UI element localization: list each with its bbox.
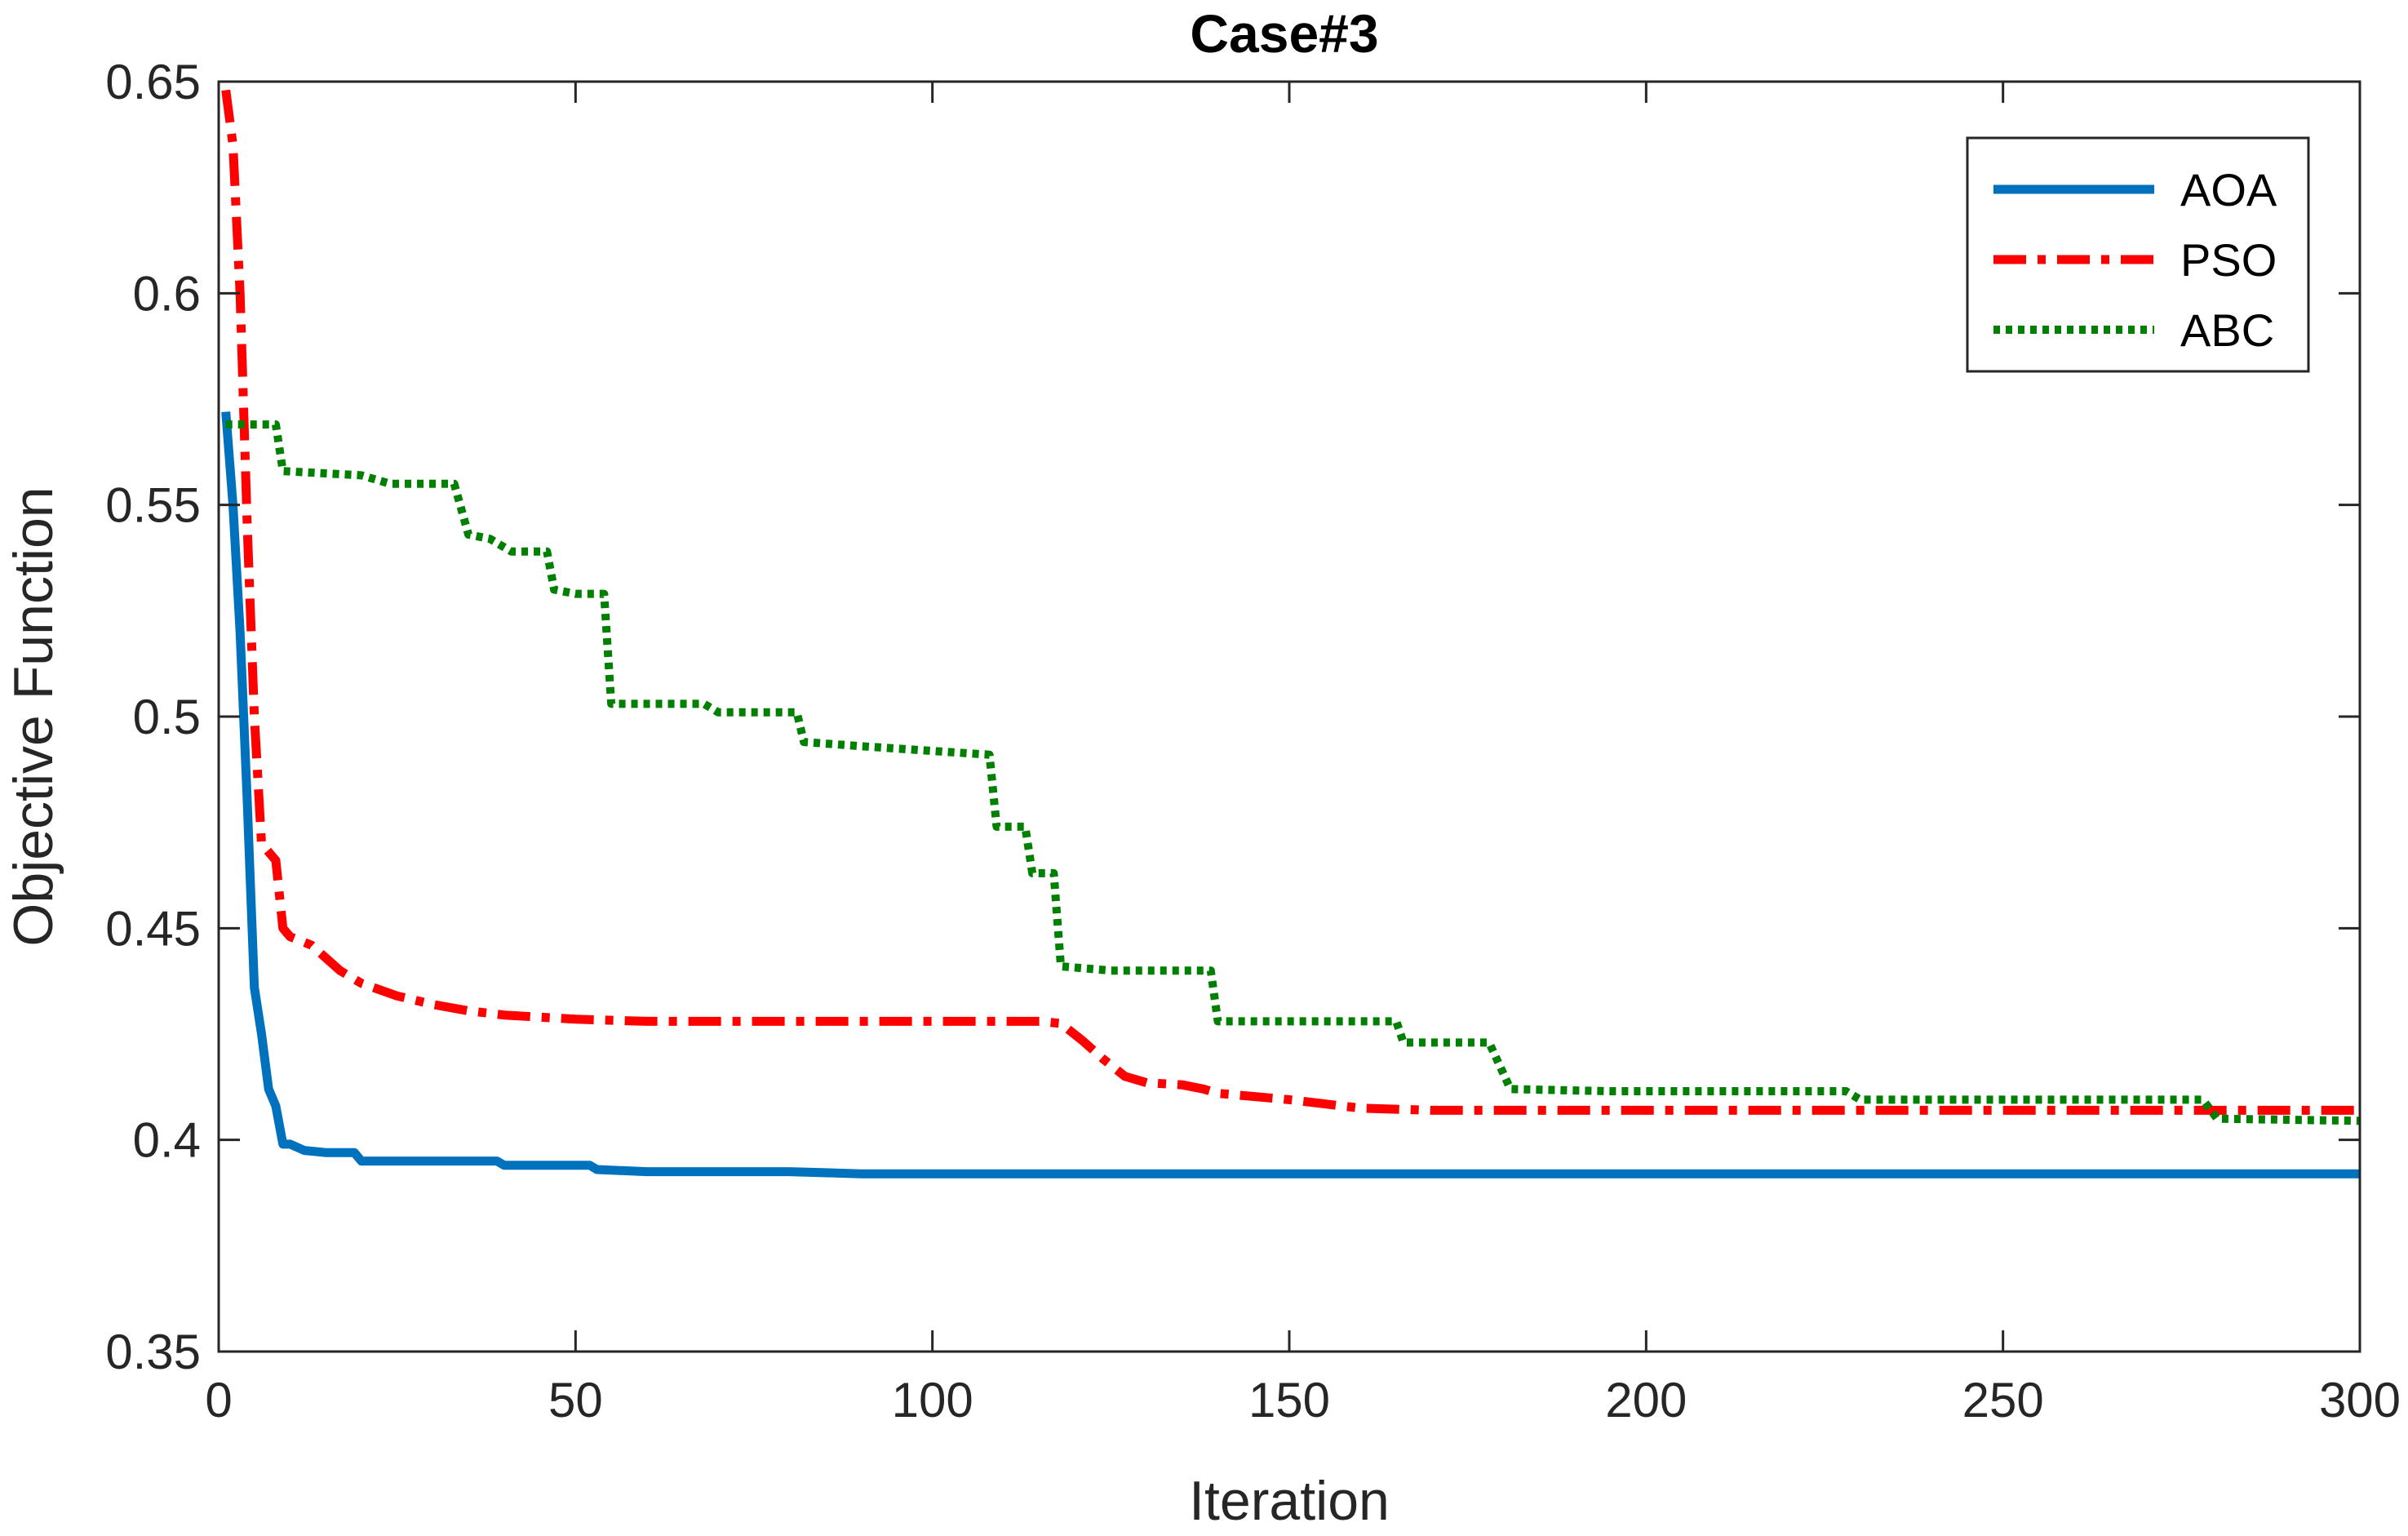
x-tick-label: 250: [1962, 1373, 2044, 1427]
x-tick-label: 300: [2319, 1373, 2401, 1427]
series-line-aoa: [221, 411, 2360, 1179]
x-tick-label: 200: [1605, 1373, 1687, 1427]
series-line-abc: [225, 420, 2361, 1125]
legend-box: [1966, 136, 2310, 373]
tick-layer: 0 50 100 150 200 250 300 0.35 0.4 0.45 0.5 0.55 0.6 0…: [105, 55, 2401, 1427]
y-tick-label: 0.6: [133, 266, 201, 321]
plot-frame: [217, 80, 2361, 1353]
y-tick-label: 0.65: [105, 55, 201, 109]
y-tick-label: 0.5: [133, 690, 201, 744]
legend-label-pso: PSO: [2180, 234, 2277, 286]
y-tick-label: 0.35: [105, 1325, 201, 1379]
legend-label-aoa: AOA: [2180, 164, 2277, 215]
chart-title: Case#3: [1190, 3, 1378, 64]
series-layer: [221, 89, 2361, 1179]
y-tick-label: 0.45: [105, 901, 201, 956]
y-tick-label: 0.55: [105, 478, 201, 533]
y-axis-label: Objective Function: [2, 486, 64, 946]
x-tick-label: 0: [205, 1373, 232, 1427]
x-tick-label: 50: [548, 1373, 603, 1427]
series-line-pso: [221, 89, 2360, 1115]
x-tick-label: 150: [1248, 1373, 1330, 1427]
y-tick-label: 0.4: [133, 1113, 201, 1168]
legend: AOA PSO ABC: [1966, 136, 2310, 373]
legend-label-abc: ABC: [2180, 304, 2274, 356]
x-tick-label: 100: [892, 1373, 973, 1427]
x-axis-label: Iteration: [1189, 1470, 1390, 1532]
